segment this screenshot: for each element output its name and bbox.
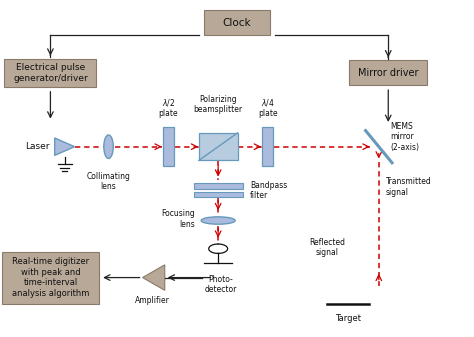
FancyBboxPatch shape <box>2 251 99 304</box>
Ellipse shape <box>104 135 113 158</box>
Text: Target: Target <box>335 314 361 324</box>
Text: Laser: Laser <box>26 142 50 151</box>
Text: $\lambda$/2
plate: $\lambda$/2 plate <box>159 97 178 118</box>
Polygon shape <box>143 265 165 290</box>
FancyBboxPatch shape <box>193 192 243 197</box>
FancyBboxPatch shape <box>262 127 273 166</box>
Ellipse shape <box>201 217 235 224</box>
Text: Photo-
detector: Photo- detector <box>204 275 237 294</box>
Text: Amplifier: Amplifier <box>135 296 169 305</box>
FancyBboxPatch shape <box>349 60 427 86</box>
FancyBboxPatch shape <box>193 183 243 189</box>
Text: Polarizing
beamsplitter: Polarizing beamsplitter <box>193 95 243 115</box>
Text: Clock: Clock <box>223 18 251 28</box>
Text: Reflected
signal: Reflected signal <box>309 238 345 257</box>
Text: Mirror driver: Mirror driver <box>358 68 419 78</box>
Text: MEMS
mirror
(2-axis): MEMS mirror (2-axis) <box>391 122 419 152</box>
Text: Focusing
lens: Focusing lens <box>162 209 195 228</box>
FancyBboxPatch shape <box>163 127 174 166</box>
Text: Transmitted
signal: Transmitted signal <box>386 177 432 197</box>
Text: $\lambda$/4
plate: $\lambda$/4 plate <box>258 97 278 118</box>
FancyBboxPatch shape <box>204 10 270 35</box>
FancyBboxPatch shape <box>4 59 97 87</box>
Text: Electrical pulse
generator/driver: Electrical pulse generator/driver <box>13 63 88 83</box>
Text: Real-time digitizer
with peak and
time-interval
analysis algorithm: Real-time digitizer with peak and time-i… <box>12 257 89 298</box>
Text: Collimating
lens: Collimating lens <box>87 172 130 191</box>
Text: Bandpass
filter: Bandpass filter <box>250 181 287 200</box>
FancyBboxPatch shape <box>199 133 237 160</box>
Polygon shape <box>55 138 74 155</box>
